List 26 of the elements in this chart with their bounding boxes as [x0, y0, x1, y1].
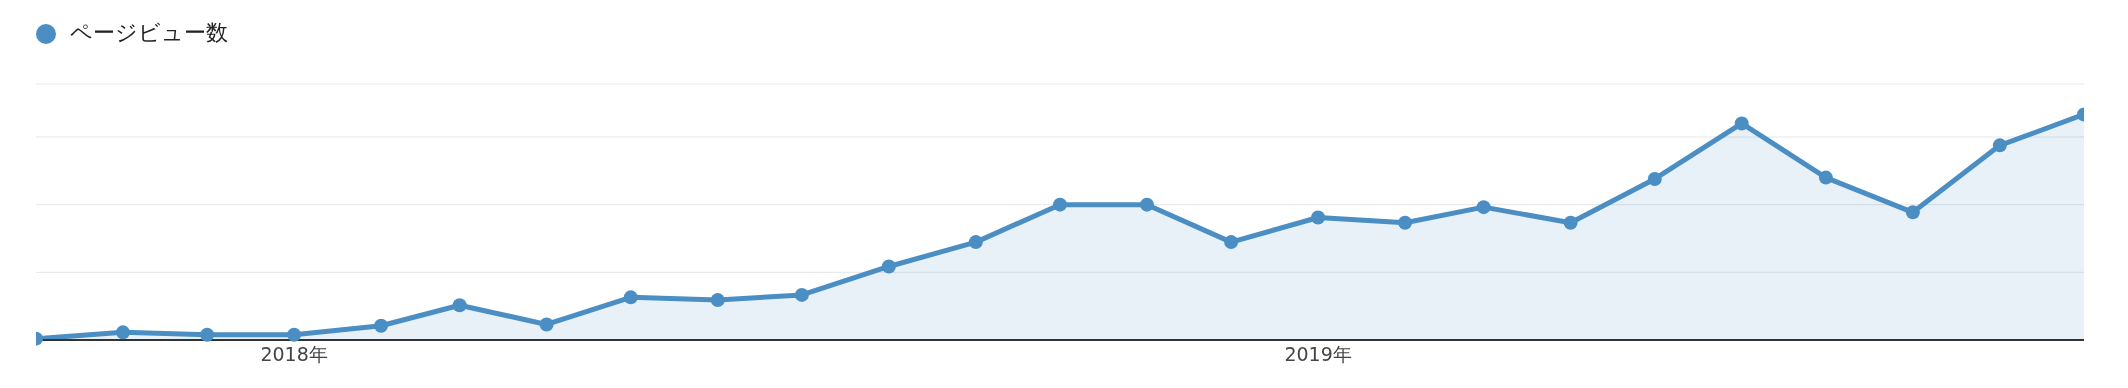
point: [287, 327, 302, 342]
point: [1992, 138, 2007, 153]
point: [539, 317, 554, 332]
point: [710, 293, 725, 308]
point: [794, 287, 809, 302]
point: [1905, 205, 1920, 220]
point: [452, 298, 467, 313]
point: [1311, 210, 1326, 225]
point: [1398, 215, 1413, 230]
point: [1224, 235, 1239, 250]
point: [200, 327, 215, 342]
point: [1139, 197, 1154, 212]
point: [1647, 171, 1662, 186]
point: [115, 325, 130, 340]
legend-label: ページビュー数: [70, 20, 228, 45]
point: [1476, 200, 1491, 215]
point: [623, 290, 638, 305]
point: [374, 318, 389, 333]
point: [881, 259, 896, 274]
point: [968, 235, 983, 250]
x-tick-label: 2019年: [1284, 343, 1352, 366]
x-tick-label: 2018年: [260, 343, 328, 366]
point: [1053, 197, 1067, 212]
point: [1734, 116, 1749, 131]
point: [1563, 215, 1578, 230]
point: [1818, 170, 1833, 185]
